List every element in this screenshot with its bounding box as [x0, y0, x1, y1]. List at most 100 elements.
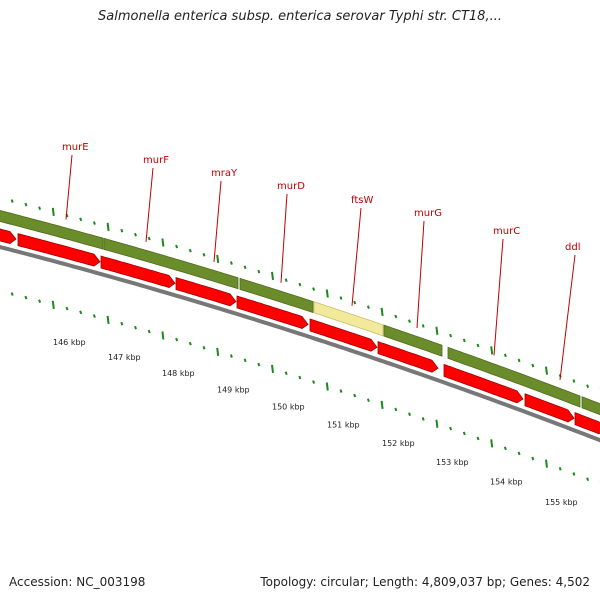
scale-tick-row [10, 292, 600, 483]
outer-tick [490, 346, 494, 355]
scale-tick [120, 321, 124, 326]
scale-label-row: 146 kbp 147 kbp 148 kbp 149 kbp 150 kbp 151 k… [53, 338, 578, 507]
outer-tick [120, 228, 124, 233]
scale-tick [257, 362, 261, 367]
scale-tick [216, 347, 220, 357]
scale-tick [586, 477, 590, 482]
scale-tick [92, 314, 96, 318]
gene-label: murD [277, 181, 305, 192]
cds-arrow [377, 341, 439, 373]
scale-tick [339, 389, 343, 393]
gene-track-segment [0, 210, 104, 250]
genome-summary: Topology: circular; Length: 4,809,037 bp… [260, 575, 590, 589]
gene-label: ddl [565, 242, 580, 253]
scale-tick [408, 412, 411, 417]
outer-tick [106, 222, 110, 232]
cds-arrow [309, 318, 378, 352]
scale-tick [271, 364, 274, 374]
outer-tick [243, 265, 247, 270]
scale-tick [421, 417, 425, 421]
scale-label: 147 kbp [108, 353, 141, 362]
scale-tick [229, 354, 233, 358]
gene-label: mraY [211, 168, 238, 179]
scale-tick [380, 400, 384, 409]
scale-tick [147, 329, 151, 334]
outer-tick [586, 384, 590, 389]
gene-label: murG [414, 208, 442, 219]
accession-label: Accession: NC_003198 [9, 575, 146, 589]
outer-tick [51, 207, 55, 216]
outer-tick [449, 333, 453, 338]
scale-tick [79, 310, 83, 315]
outer-tick [366, 305, 370, 309]
cds-track [0, 228, 600, 435]
gene-leader-line [213, 180, 222, 262]
outer-tick [24, 202, 28, 207]
scale-tick [38, 299, 42, 304]
outer-tick [147, 236, 151, 241]
outer-tick [257, 269, 261, 274]
scale-tick [161, 331, 165, 340]
gene-label: murF [143, 155, 169, 166]
scale-label: 146 kbp [53, 338, 86, 347]
gene-leader-line [145, 167, 154, 242]
gene-leader-line [351, 207, 362, 306]
scale-tick [51, 300, 55, 309]
scale-label: 153 kbp [436, 458, 469, 467]
outer-tick [394, 314, 398, 319]
gene-label: murE [62, 142, 89, 153]
outer-tick [92, 221, 96, 225]
scale-tick [462, 431, 466, 436]
outer-tick [284, 278, 288, 283]
scale-tick [298, 375, 302, 380]
scale-tick [312, 380, 316, 384]
scale-label: 152 kbp [382, 439, 415, 448]
gene-track-segment [239, 277, 314, 314]
scale-tick [366, 398, 370, 402]
gene-track-segment [103, 237, 239, 290]
cds-arrow [524, 393, 575, 423]
outer-tick [353, 300, 357, 305]
outer-tick [503, 353, 507, 358]
backbone-line [0, 244, 600, 443]
gene-leader-line [493, 238, 504, 356]
outer-tick [202, 252, 206, 257]
scale-tick [134, 325, 137, 330]
gene-leader-line [280, 193, 288, 283]
outer-tick [161, 238, 165, 247]
outer-tick [408, 319, 411, 324]
outer-tick [531, 363, 535, 368]
gene-track-segment [447, 346, 581, 408]
scale-tick [284, 371, 288, 376]
scale-label: 154 kbp [490, 477, 523, 486]
outer-tick [298, 282, 302, 287]
scale-tick [517, 451, 521, 456]
outer-tick [476, 343, 480, 348]
cds-arrow [100, 255, 176, 288]
scale-tick [531, 456, 535, 461]
outer-tick [517, 358, 521, 363]
scale-tick [188, 341, 192, 346]
outer-tick [325, 289, 329, 298]
scale-label: 148 kbp [162, 369, 195, 378]
scale-tick [202, 345, 206, 350]
scale-tick [65, 306, 69, 311]
outer-tick [312, 287, 316, 291]
outer-tick-row [10, 199, 600, 390]
scale-tick [490, 439, 494, 448]
scale-label: 149 kbp [217, 385, 250, 394]
outer-tick [572, 379, 576, 383]
gene-track-segment [383, 324, 443, 357]
scale-tick [243, 358, 247, 363]
gene-label: ftsW [351, 195, 373, 206]
outer-tick [380, 307, 384, 316]
gene-label: murC [493, 226, 520, 237]
gene-track-segment [313, 301, 384, 337]
scale-tick [572, 472, 576, 476]
outer-tick [462, 338, 466, 343]
gene-leader-line [416, 220, 425, 329]
cds-arrow [17, 233, 101, 267]
scale-tick [476, 436, 480, 441]
gene-leader-line [65, 154, 73, 220]
